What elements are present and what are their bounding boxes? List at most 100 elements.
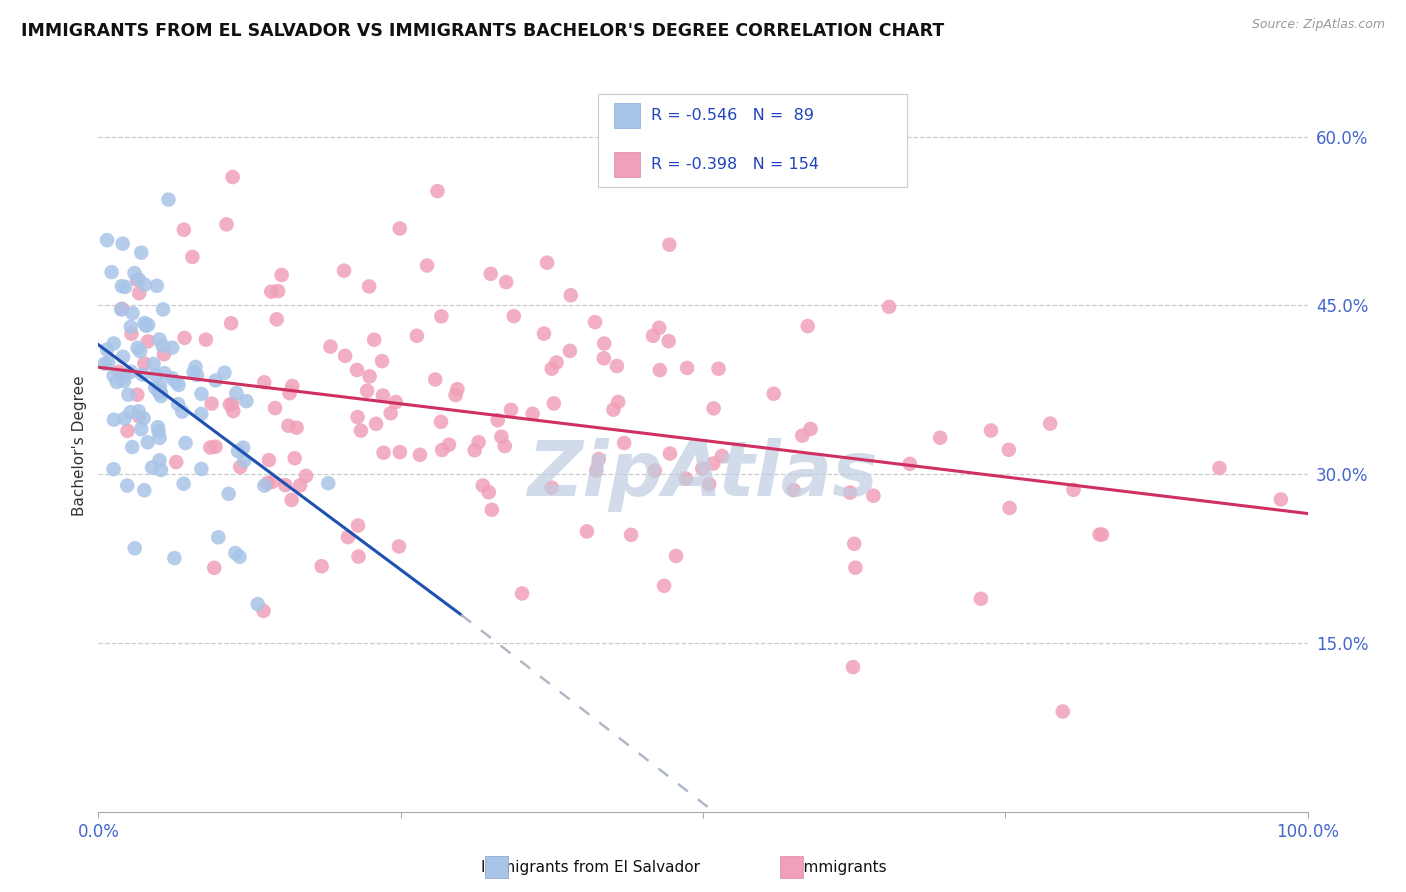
Text: Source: ZipAtlas.com: Source: ZipAtlas.com [1251, 18, 1385, 31]
Point [218, 487, 240, 501]
Point [183, 365, 205, 379]
Point [620, 528, 643, 542]
Point [980, 424, 1002, 438]
Point [416, 259, 439, 273]
Point [546, 355, 568, 369]
Point [117, 424, 139, 438]
Point [174, 436, 197, 450]
Point [337, 530, 360, 544]
Point [218, 398, 240, 412]
Point [274, 478, 297, 492]
Point [128, 409, 150, 424]
Point [697, 477, 720, 491]
Point [607, 395, 630, 409]
Point [222, 404, 245, 418]
Point [165, 455, 187, 469]
Point [246, 597, 269, 611]
Point [540, 361, 562, 376]
Point [253, 376, 276, 390]
Point [510, 586, 533, 600]
Point [998, 500, 1021, 515]
Point [437, 438, 460, 452]
Point [277, 418, 299, 433]
Point [602, 402, 624, 417]
Point [796, 319, 818, 334]
Point [405, 328, 427, 343]
Point [560, 288, 582, 302]
Point [1088, 527, 1111, 541]
Point [127, 273, 149, 287]
Point [111, 350, 134, 364]
Point [284, 451, 307, 466]
Point [257, 453, 280, 467]
Point [710, 449, 733, 463]
Point [266, 312, 288, 326]
Point [333, 263, 356, 277]
Point [153, 366, 176, 380]
Point [648, 320, 671, 334]
Point [486, 413, 509, 427]
Point [388, 445, 411, 459]
Point [103, 462, 125, 476]
Point [145, 368, 167, 383]
Point [658, 237, 681, 252]
Point [613, 436, 636, 450]
Point [1091, 527, 1114, 541]
Point [115, 478, 138, 492]
Point [253, 478, 276, 492]
Point [129, 422, 152, 436]
Text: Immigrants from El Salvador: Immigrants from El Salvador [481, 860, 700, 874]
Point [120, 365, 142, 379]
Point [898, 457, 921, 471]
Text: Immigrants: Immigrants [800, 860, 887, 874]
Point [1063, 483, 1085, 497]
Point [285, 421, 308, 435]
Point [127, 388, 149, 402]
Point [676, 360, 699, 375]
Point [481, 503, 503, 517]
Point [229, 460, 252, 475]
Point [288, 478, 311, 492]
Point [165, 375, 187, 389]
Point [148, 384, 170, 399]
Point [148, 332, 170, 346]
Point [186, 368, 208, 382]
Point [96, 233, 118, 247]
Point [371, 388, 394, 402]
Point [204, 440, 226, 454]
Point [363, 333, 385, 347]
Point [128, 286, 150, 301]
Point [347, 518, 370, 533]
Point [128, 272, 150, 286]
Point [536, 255, 558, 269]
Text: IMMIGRANTS FROM EL SALVADOR VS IMMIGRANTS BACHELOR'S DEGREE CORRELATION CHART: IMMIGRANTS FROM EL SALVADOR VS IMMIGRANT… [21, 22, 945, 40]
Point [142, 357, 165, 371]
Point [295, 468, 318, 483]
Point [839, 485, 862, 500]
Point [471, 478, 494, 492]
Point [385, 395, 408, 409]
Point [267, 284, 290, 298]
Point [494, 439, 516, 453]
Point [160, 371, 183, 385]
Point [692, 461, 714, 475]
Point [256, 476, 278, 491]
Point [214, 366, 236, 380]
Point [467, 435, 489, 450]
Point [235, 394, 257, 409]
Point [703, 401, 725, 416]
Point [136, 435, 159, 450]
Point [929, 431, 952, 445]
Point [970, 591, 993, 606]
Point [136, 334, 159, 349]
Point [606, 359, 628, 373]
Point [1270, 492, 1292, 507]
Point [585, 463, 607, 477]
Point [311, 559, 333, 574]
Point [1208, 461, 1230, 475]
Point [110, 302, 132, 317]
Point [201, 396, 224, 410]
Point [446, 382, 468, 396]
Point [111, 236, 134, 251]
Point [111, 279, 134, 293]
